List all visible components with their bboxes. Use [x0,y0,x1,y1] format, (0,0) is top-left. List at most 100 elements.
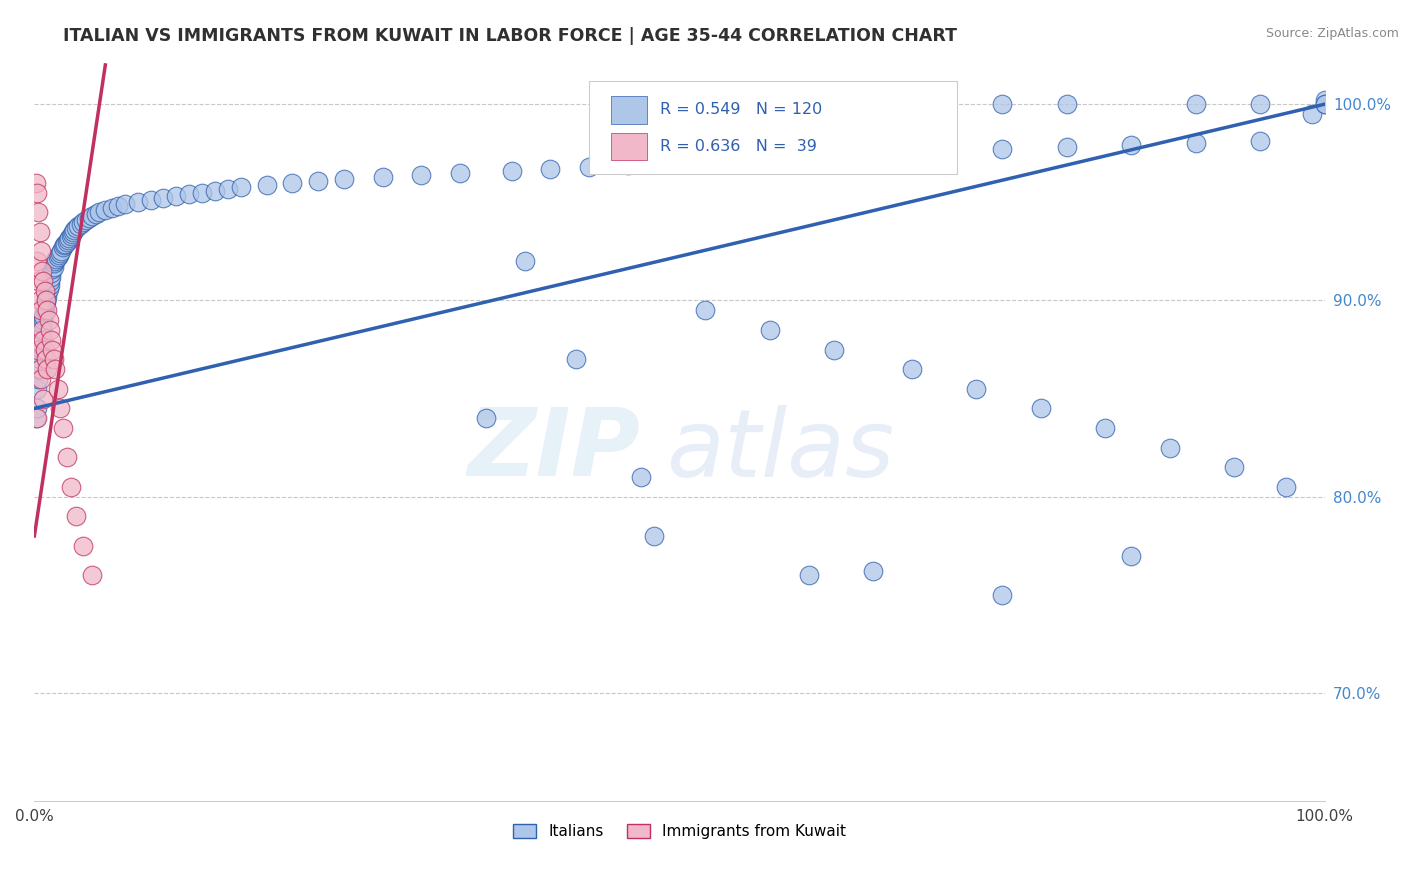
Point [1159,441,1181,455]
Point [32,313,55,327]
Point [28,352,51,367]
Point [333,171,356,186]
Point [34,284,56,298]
Point [24,333,46,347]
Point [165,189,187,203]
Text: ITALIAN VS IMMIGRANTS FROM KUWAIT IN LABOR FORCE | AGE 35-44 CORRELATION CHART: ITALIAN VS IMMIGRANTS FROM KUWAIT IN LAB… [63,27,957,45]
Point [578,160,600,174]
Point [53,238,76,252]
Point [797,97,820,112]
Point [668,156,690,170]
Point [411,168,433,182]
Point [114,197,136,211]
Point [49,401,72,416]
Point [69,217,91,231]
Point [217,181,239,195]
FancyBboxPatch shape [589,81,957,175]
Point [34,343,56,357]
Point [191,186,214,200]
Point [797,568,820,582]
Point [643,529,665,543]
Point [1223,460,1246,475]
Point [24,176,46,190]
Point [1119,549,1142,563]
Point [772,152,794,166]
Point [38,282,60,296]
Point [72,215,94,229]
Point [823,343,845,357]
Point [27,372,49,386]
Point [35,293,58,308]
Point [37,285,59,300]
Point [39,333,62,347]
Point [31,323,53,337]
Point [38,313,60,327]
Point [25,411,48,425]
Point [1249,97,1271,112]
Point [565,352,588,367]
Point [617,158,640,172]
Point [30,244,52,259]
Point [25,401,48,416]
Point [59,228,82,243]
Point [46,250,69,264]
Point [695,303,717,318]
Point [991,97,1014,112]
Point [72,539,94,553]
Point [52,421,75,435]
Point [82,568,104,582]
Point [991,588,1014,602]
Point [60,227,83,241]
Point [63,223,86,237]
Point [28,293,51,308]
Point [44,362,66,376]
Point [927,146,949,161]
Point [35,293,58,308]
Point [927,97,949,112]
Point [55,235,77,249]
Point [28,225,51,239]
Point [513,254,536,268]
Point [38,323,60,337]
FancyBboxPatch shape [612,133,647,161]
Point [307,174,329,188]
Point [58,230,80,244]
Point [759,323,782,337]
Point [45,252,67,267]
FancyBboxPatch shape [612,96,647,124]
Point [1094,421,1116,435]
Point [59,480,82,494]
Point [25,254,48,268]
Point [32,309,55,323]
Point [30,372,52,386]
Point [65,509,87,524]
Point [1313,93,1336,107]
Point [65,220,87,235]
Point [927,97,949,112]
Point [1184,97,1206,112]
Point [24,411,46,425]
Legend: Italians, Immigrants from Kuwait: Italians, Immigrants from Kuwait [508,818,852,846]
Point [35,295,58,310]
Point [991,142,1014,156]
Point [30,328,52,343]
Text: Source: ZipAtlas.com: Source: ZipAtlas.com [1265,27,1399,40]
Point [1029,401,1052,416]
Point [82,209,104,223]
Point [32,392,55,406]
Point [28,362,51,376]
Point [34,303,56,318]
Point [25,186,48,200]
Point [107,199,129,213]
Text: R = 0.636   N =  39: R = 0.636 N = 39 [661,139,817,154]
Point [49,246,72,260]
Point [540,161,562,176]
Point [1119,138,1142,153]
Point [41,343,63,357]
Point [1184,136,1206,151]
Point [27,362,49,376]
Point [42,260,65,274]
Point [204,184,226,198]
Point [32,274,55,288]
Point [101,201,124,215]
